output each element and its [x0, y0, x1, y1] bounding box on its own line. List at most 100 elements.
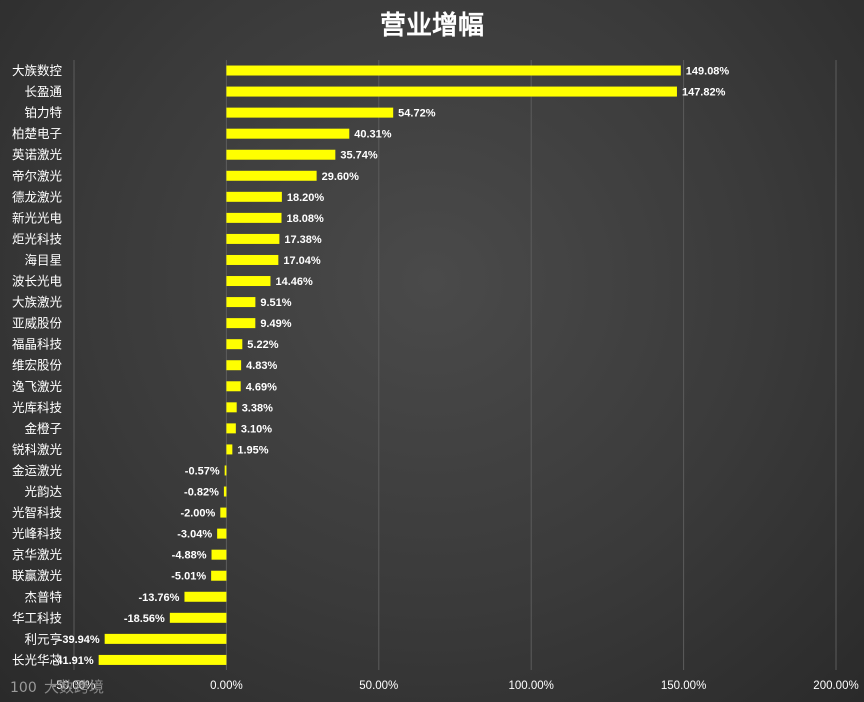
value-label: -39.94%	[59, 634, 100, 646]
bar	[169, 612, 227, 623]
category-label: 波长光电	[12, 274, 63, 289]
value-label: -0.82%	[184, 487, 219, 499]
value-label: 17.04%	[283, 255, 321, 267]
watermark-text: 大数跨境	[44, 678, 104, 696]
value-label: -0.57%	[185, 465, 220, 477]
category-labels: 大族数控长盈通铂力特柏楚电子英诺激光帝尔激光德龙激光新光光电炬光科技海目星波长光…	[12, 63, 63, 667]
bar	[226, 381, 241, 392]
bar	[226, 191, 282, 202]
category-label: 逸飞激光	[12, 379, 62, 394]
bar	[226, 65, 681, 76]
bar	[211, 570, 227, 581]
bar	[104, 633, 227, 644]
category-label: 柏楚电子	[12, 126, 62, 141]
bar	[211, 549, 227, 560]
value-label: -4.88%	[172, 550, 207, 562]
watermark: 100 大数跨境	[10, 678, 104, 696]
bar	[226, 444, 233, 455]
category-label: 维宏股份	[12, 358, 63, 373]
value-label: 3.10%	[241, 423, 272, 435]
category-label: 炬光科技	[12, 231, 63, 246]
bar	[224, 465, 227, 476]
value-label: 9.49%	[260, 318, 291, 330]
category-label: 大族数控	[12, 63, 63, 78]
bar	[226, 276, 271, 287]
value-label: 147.82%	[682, 87, 726, 99]
value-label: -18.56%	[124, 613, 165, 625]
bar	[226, 339, 243, 350]
category-label: 亚威股份	[12, 316, 63, 331]
value-label: -2.00%	[180, 508, 215, 520]
x-tick-label: -50.00%	[53, 680, 96, 692]
x-tick-label: 200.00%	[813, 680, 858, 692]
value-label: -3.04%	[177, 529, 212, 541]
category-label: 金橙子	[24, 421, 62, 436]
category-label: 光韵达	[24, 484, 62, 499]
category-label: 金运激光	[12, 463, 62, 478]
watermark-logo: 100	[10, 680, 37, 696]
value-label: 18.08%	[287, 213, 325, 225]
category-label: 光库科技	[12, 400, 63, 415]
bar	[184, 591, 227, 602]
value-label: 5.22%	[247, 339, 278, 351]
category-label: 大族激光	[12, 295, 62, 310]
value-label: 4.83%	[246, 360, 277, 372]
bar	[226, 170, 317, 181]
value-label: 40.31%	[354, 129, 392, 141]
category-label: 长盈通	[24, 84, 62, 99]
value-label: 54.72%	[398, 108, 436, 120]
bar	[226, 254, 279, 265]
value-label: 17.38%	[284, 234, 322, 246]
bar	[98, 654, 227, 665]
bar	[226, 402, 237, 413]
category-label: 光峰科技	[12, 526, 63, 541]
bar	[226, 297, 256, 308]
category-label: 铂力特	[24, 105, 62, 120]
category-label: 帝尔激光	[12, 168, 62, 183]
category-label: 京华激光	[12, 547, 62, 562]
value-labels: 149.08% 147.82% 54.72% 40.31% 35.74% 29.60% 18…	[53, 66, 730, 667]
value-label: 29.60%	[322, 171, 360, 183]
chart-title: 营业增幅	[380, 10, 484, 41]
value-label: 9.51%	[260, 297, 291, 309]
bar	[223, 486, 227, 497]
category-label: 杰普特	[24, 589, 62, 604]
category-label: 锐科激光	[12, 442, 62, 457]
x-axis-ticks: -50.00% 0.00% 50.00% 100.00% 150.00% 200.00%	[53, 680, 859, 692]
x-tick-label: 150.00%	[661, 680, 706, 692]
category-label: 德龙激光	[12, 189, 62, 204]
value-label: 35.74%	[340, 150, 378, 162]
bar	[226, 107, 394, 118]
value-label: -41.91%	[53, 655, 94, 667]
x-tick-label: 100.00%	[508, 680, 553, 692]
category-label: 长光华芯	[12, 652, 62, 667]
bar	[226, 86, 677, 97]
category-label: 联赢激光	[12, 568, 62, 583]
x-tick-label: 50.00%	[359, 680, 398, 692]
category-label: 利元亨	[24, 631, 62, 646]
bar	[226, 212, 282, 223]
category-label: 华工科技	[12, 610, 63, 625]
gridlines	[73, 60, 837, 670]
value-label: 14.46%	[275, 276, 313, 288]
value-label: 149.08%	[686, 66, 730, 78]
bar	[226, 423, 236, 434]
value-label: 1.95%	[237, 444, 268, 456]
category-label: 福晶科技	[12, 337, 63, 352]
x-tick-label: 0.00%	[210, 680, 243, 692]
bar	[226, 149, 336, 160]
bar	[226, 360, 242, 371]
category-label: 新光光电	[12, 210, 63, 225]
value-label: 4.69%	[246, 381, 277, 393]
value-label: -13.76%	[138, 592, 179, 604]
category-label: 光智科技	[12, 505, 63, 520]
value-label: 18.20%	[287, 192, 325, 204]
category-label: 海目星	[24, 252, 62, 267]
value-label: -5.01%	[171, 571, 206, 583]
bar	[220, 507, 227, 518]
value-label: 3.38%	[242, 402, 273, 414]
bar	[226, 318, 256, 329]
category-label: 英诺激光	[12, 147, 62, 162]
bar	[226, 128, 350, 139]
